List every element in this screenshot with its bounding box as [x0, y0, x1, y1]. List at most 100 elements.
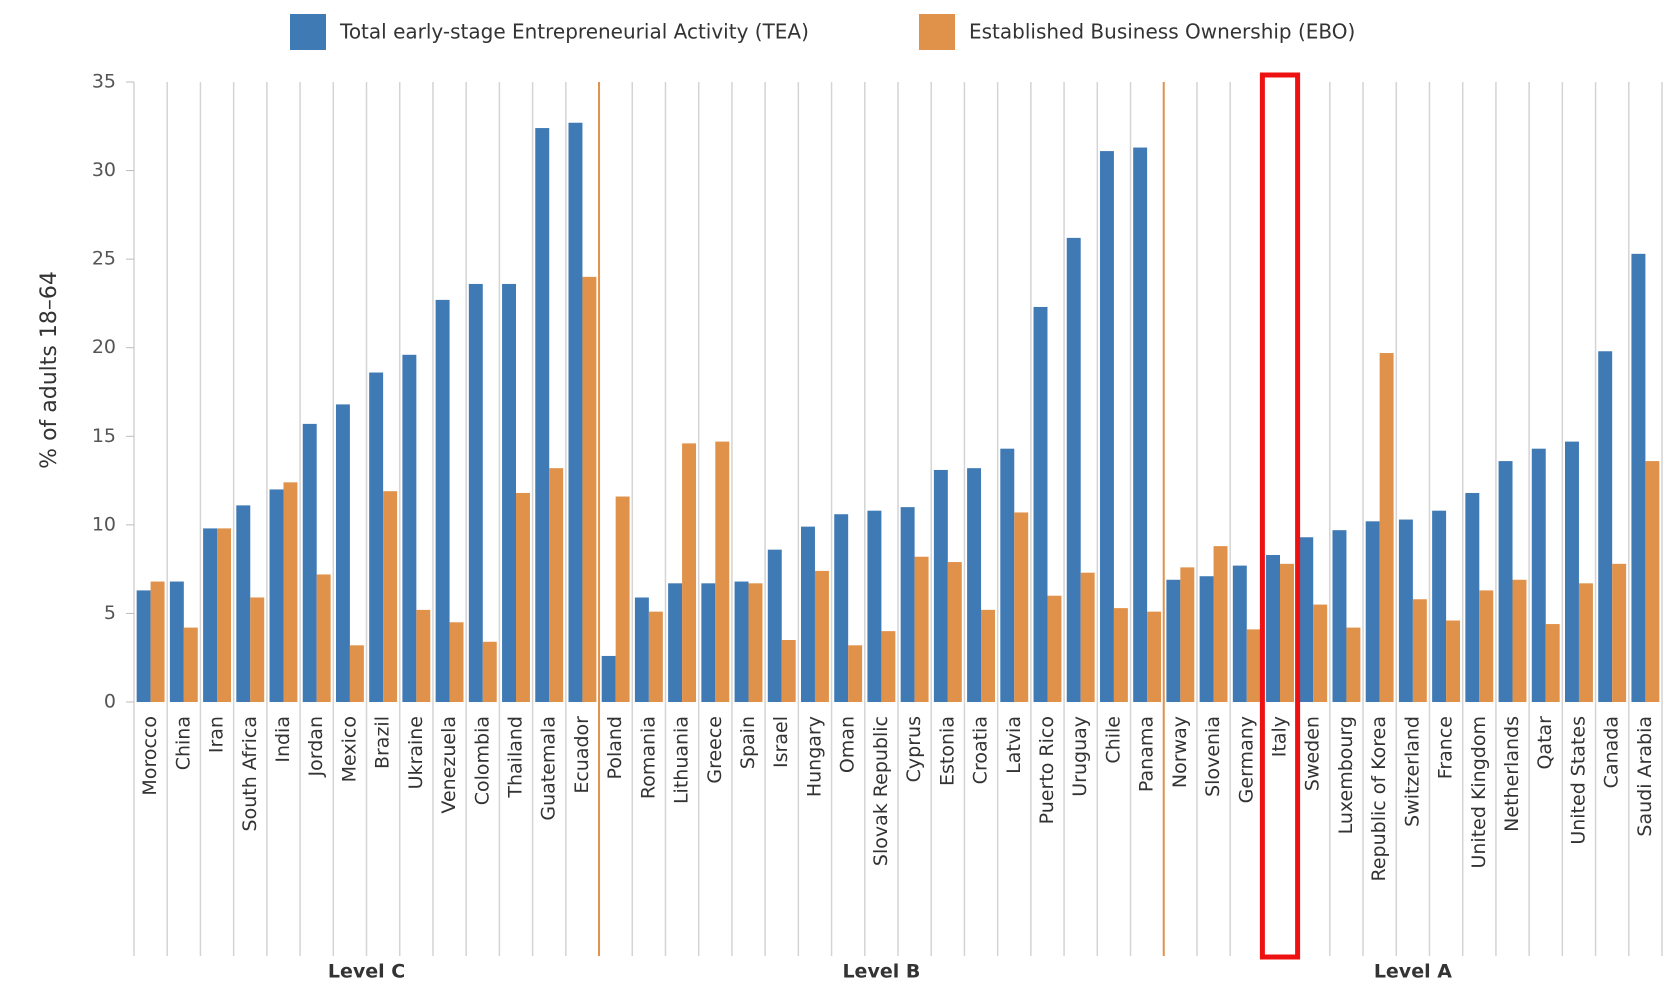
- bar: [748, 583, 763, 702]
- y-tick-label: 25: [92, 248, 116, 270]
- x-tick-label: Netherlands: [1501, 716, 1523, 832]
- bar: [967, 468, 982, 702]
- bar: [1631, 253, 1646, 703]
- bar: [1398, 519, 1413, 702]
- bar: [449, 622, 464, 702]
- bar: [834, 514, 849, 702]
- x-tick-label: Chile: [1102, 716, 1124, 764]
- x-tick-label: Saudi Arabia: [1634, 716, 1656, 837]
- bar: [1080, 572, 1095, 702]
- bar: [468, 283, 483, 702]
- bar: [349, 645, 364, 702]
- bar: [416, 609, 431, 702]
- group-label: Level A: [1374, 961, 1452, 983]
- bar: [302, 423, 317, 702]
- x-tick-label: Iran: [206, 716, 228, 753]
- y-tick-label: 30: [92, 159, 116, 181]
- bar: [383, 491, 398, 702]
- bar: [150, 581, 165, 702]
- bar: [1066, 237, 1081, 702]
- x-tick-label: Poland: [604, 716, 626, 779]
- bar: [648, 611, 663, 702]
- bar: [283, 482, 298, 702]
- x-tick-label: Lithuania: [671, 716, 693, 804]
- x-tick-label: Greece: [704, 716, 726, 784]
- y-axis-title: % of adults 18–64: [37, 271, 62, 469]
- bar: [1578, 583, 1593, 702]
- bar: [867, 510, 882, 702]
- bar: [1199, 576, 1214, 702]
- bar: [881, 631, 896, 702]
- bar: [1612, 563, 1627, 702]
- bar: [1565, 441, 1579, 702]
- bar: [1479, 590, 1494, 702]
- x-tick-label: Slovak Republic: [870, 716, 892, 866]
- bar: [814, 570, 829, 702]
- bar: [568, 122, 583, 702]
- bar: [183, 627, 198, 702]
- bar: [236, 505, 251, 702]
- bar: [369, 372, 384, 702]
- x-tick-label: Jordan: [305, 716, 327, 777]
- x-tick-label: France: [1435, 716, 1457, 779]
- x-tick-label: Luxembourg: [1335, 716, 1357, 834]
- bar: [682, 443, 697, 702]
- bar: [1213, 546, 1228, 702]
- y-tick-label: 5: [104, 602, 116, 624]
- x-tick-label: Canada: [1601, 716, 1623, 788]
- bar: [1545, 624, 1560, 702]
- bar: [1346, 627, 1361, 702]
- x-tick-label: India: [272, 716, 294, 763]
- bar: [668, 583, 683, 702]
- bar: [1446, 620, 1461, 702]
- bar: [269, 489, 284, 702]
- x-tick-label: Israel: [770, 716, 792, 768]
- x-tick-label: Estonia: [936, 716, 958, 786]
- x-tick-label: Latvia: [1003, 716, 1025, 774]
- legend-label: Established Business Ownership (EBO): [969, 20, 1355, 44]
- x-tick-label: Puerto Rico: [1036, 716, 1058, 824]
- x-tick-label: Mexico: [338, 716, 360, 782]
- bar: [217, 528, 231, 702]
- bar: [1512, 579, 1527, 702]
- y-tick-label: 35: [92, 71, 116, 93]
- bar: [1313, 604, 1328, 702]
- bar: [516, 492, 530, 702]
- bar: [1246, 629, 1261, 702]
- x-tick-label: China: [172, 716, 194, 770]
- bar: [734, 581, 749, 702]
- x-tick-label: Oman: [837, 716, 859, 773]
- bar: [1033, 306, 1048, 702]
- bar: [402, 354, 417, 702]
- x-tick-label: Republic of Korea: [1368, 716, 1390, 881]
- x-tick-label: Sweden: [1302, 716, 1324, 791]
- highlight-box: [1259, 72, 1301, 960]
- bar: [136, 590, 151, 702]
- bar: [1099, 151, 1114, 703]
- bar: [1166, 579, 1181, 702]
- legend-swatch: [290, 14, 326, 50]
- bar: [1432, 510, 1447, 702]
- bar: [1598, 351, 1613, 702]
- bar: [549, 468, 564, 702]
- x-tick-label: Norway: [1169, 716, 1191, 788]
- bar: [1047, 595, 1062, 702]
- bar: [535, 128, 550, 703]
- x-tick-label: Venezuela: [438, 716, 460, 814]
- bar: [1465, 492, 1480, 702]
- x-tick-label: Switzerland: [1401, 716, 1423, 827]
- group-label: Level C: [328, 961, 405, 983]
- x-tick-label: United States: [1567, 716, 1589, 845]
- bar: [1299, 537, 1314, 702]
- x-tick-label: Italy: [1269, 716, 1291, 757]
- x-tick-label: Thailand: [505, 716, 527, 799]
- bar: [1379, 353, 1394, 702]
- x-tick-label: United Kingdom: [1468, 716, 1490, 869]
- bar: [502, 283, 516, 702]
- bar: [900, 507, 915, 702]
- bar: [981, 609, 995, 702]
- bar: [947, 562, 962, 702]
- bar: [914, 556, 929, 702]
- x-tick-label: Romania: [637, 716, 659, 799]
